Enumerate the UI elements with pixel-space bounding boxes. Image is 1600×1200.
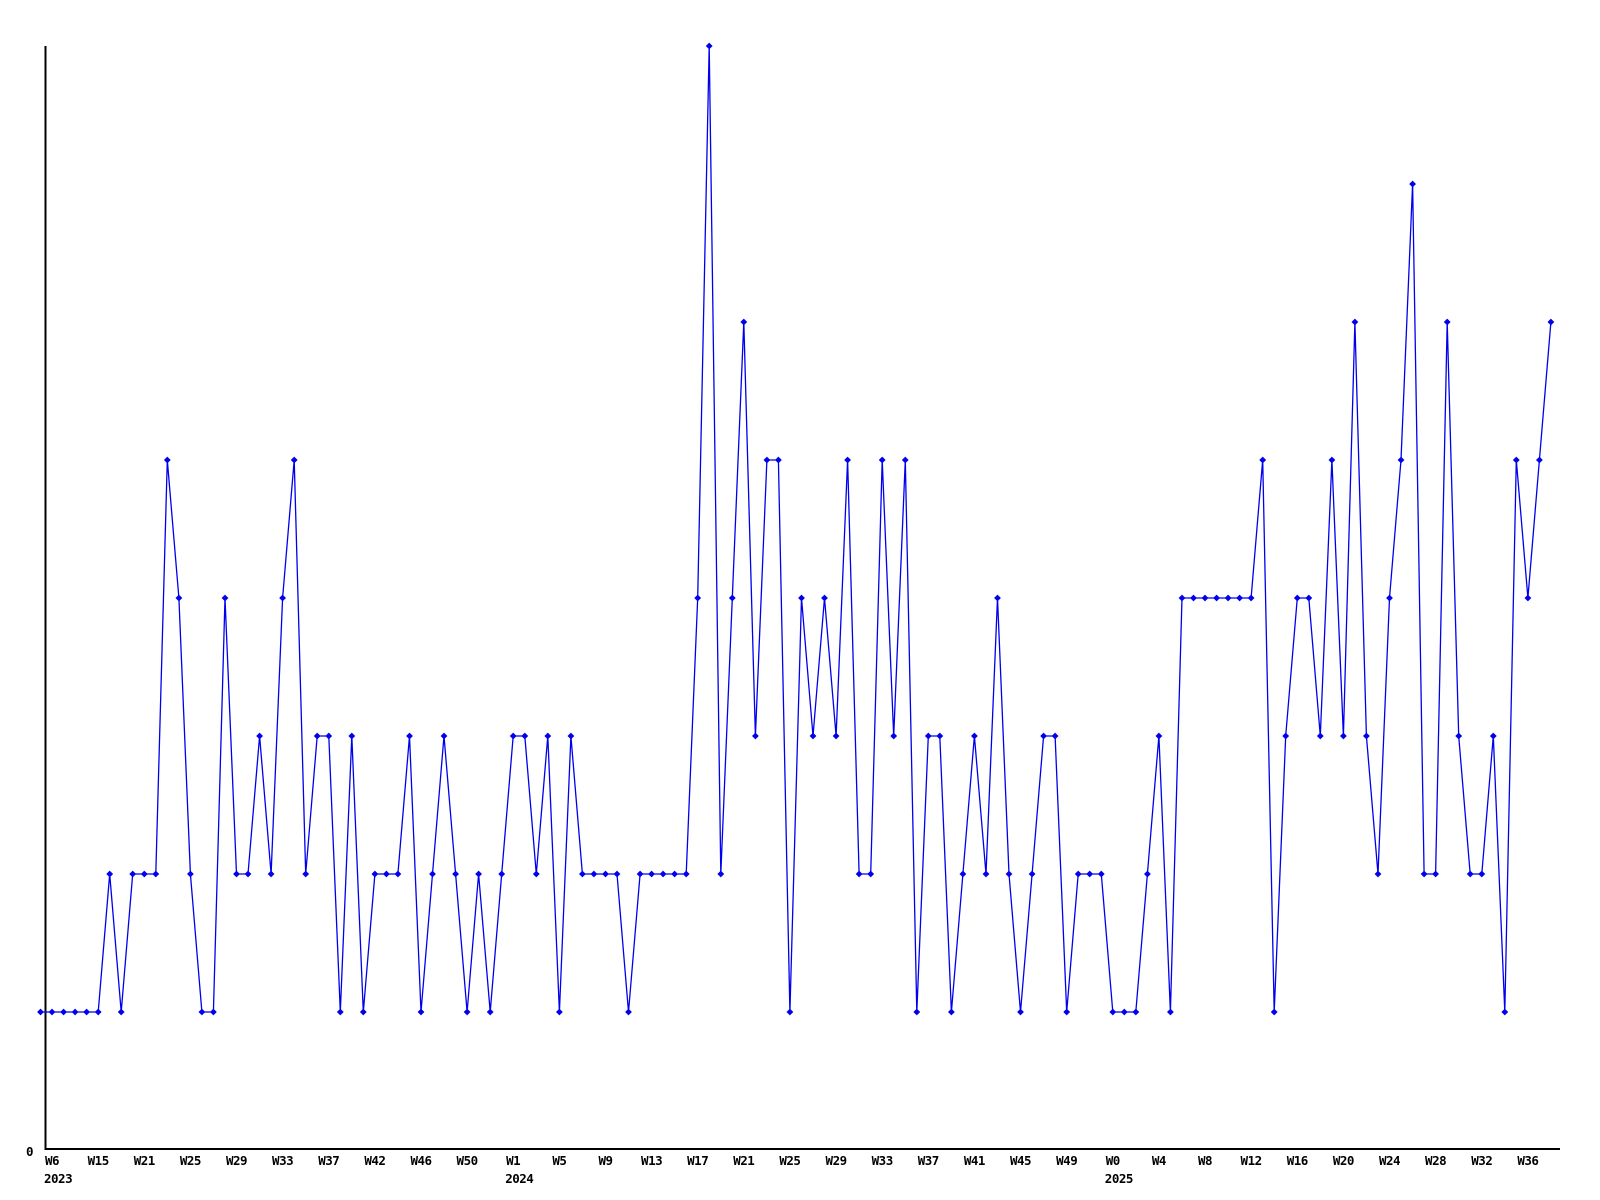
x-tick-label: W37	[318, 1153, 339, 1168]
x-tick-label: W33	[872, 1153, 893, 1168]
x-tick-label: W8	[1198, 1153, 1212, 1168]
x-tick-label: W36	[1517, 1153, 1538, 1168]
x-tick-label: W15	[88, 1153, 109, 1168]
x-tick-label: W6	[45, 1153, 59, 1168]
data-line	[40, 45, 1552, 1013]
x-tick-label: W21	[733, 1153, 754, 1168]
x-tick-label: W25	[779, 1153, 800, 1168]
x-tick-label: W25	[180, 1153, 201, 1168]
x-tick-label: W37	[918, 1153, 939, 1168]
x-tick-label: W24	[1379, 1153, 1400, 1168]
x-tick-label: W32	[1471, 1153, 1492, 1168]
year-label: 2023	[44, 1171, 72, 1186]
x-tick-label: W13	[641, 1153, 662, 1168]
y-axis-zero-label: 0	[26, 1144, 33, 1159]
x-tick-label: W46	[410, 1153, 431, 1168]
x-tick-label: W16	[1287, 1153, 1308, 1168]
x-tick-label: W33	[272, 1153, 293, 1168]
x-tick-label: W29	[826, 1153, 847, 1168]
x-tick-label: W1	[506, 1153, 520, 1168]
x-tick-label: W29	[226, 1153, 247, 1168]
year-label: 2025	[1105, 1171, 1133, 1186]
x-tick-label: W17	[687, 1153, 708, 1168]
x-tick-label: W12	[1241, 1153, 1262, 1168]
x-tick-label: W50	[457, 1153, 478, 1168]
x-axis-year-labels: 2023 2024 2025	[44, 1171, 1133, 1186]
x-tick-label: W9	[598, 1153, 612, 1168]
x-tick-label: W42	[364, 1153, 385, 1168]
x-tick-label: W49	[1056, 1153, 1077, 1168]
x-tick-label: W21	[134, 1153, 155, 1168]
year-label: 2024	[505, 1171, 533, 1186]
x-tick-label: W45	[1010, 1153, 1031, 1168]
x-tick-label: W20	[1333, 1153, 1354, 1168]
x-tick-label: W4	[1152, 1153, 1166, 1168]
x-tick-label: W5	[552, 1153, 566, 1168]
x-tick-label: W0	[1106, 1153, 1120, 1168]
x-axis-tick-labels: W6 W15 W21 W25 W29 W33 W37 W42 W46 W50 W1 W5 W9 W13 W1…	[45, 1153, 1539, 1168]
data-point-markers	[37, 42, 1555, 1016]
x-tick-label: W28	[1425, 1153, 1446, 1168]
x-tick-label: W41	[964, 1153, 985, 1168]
